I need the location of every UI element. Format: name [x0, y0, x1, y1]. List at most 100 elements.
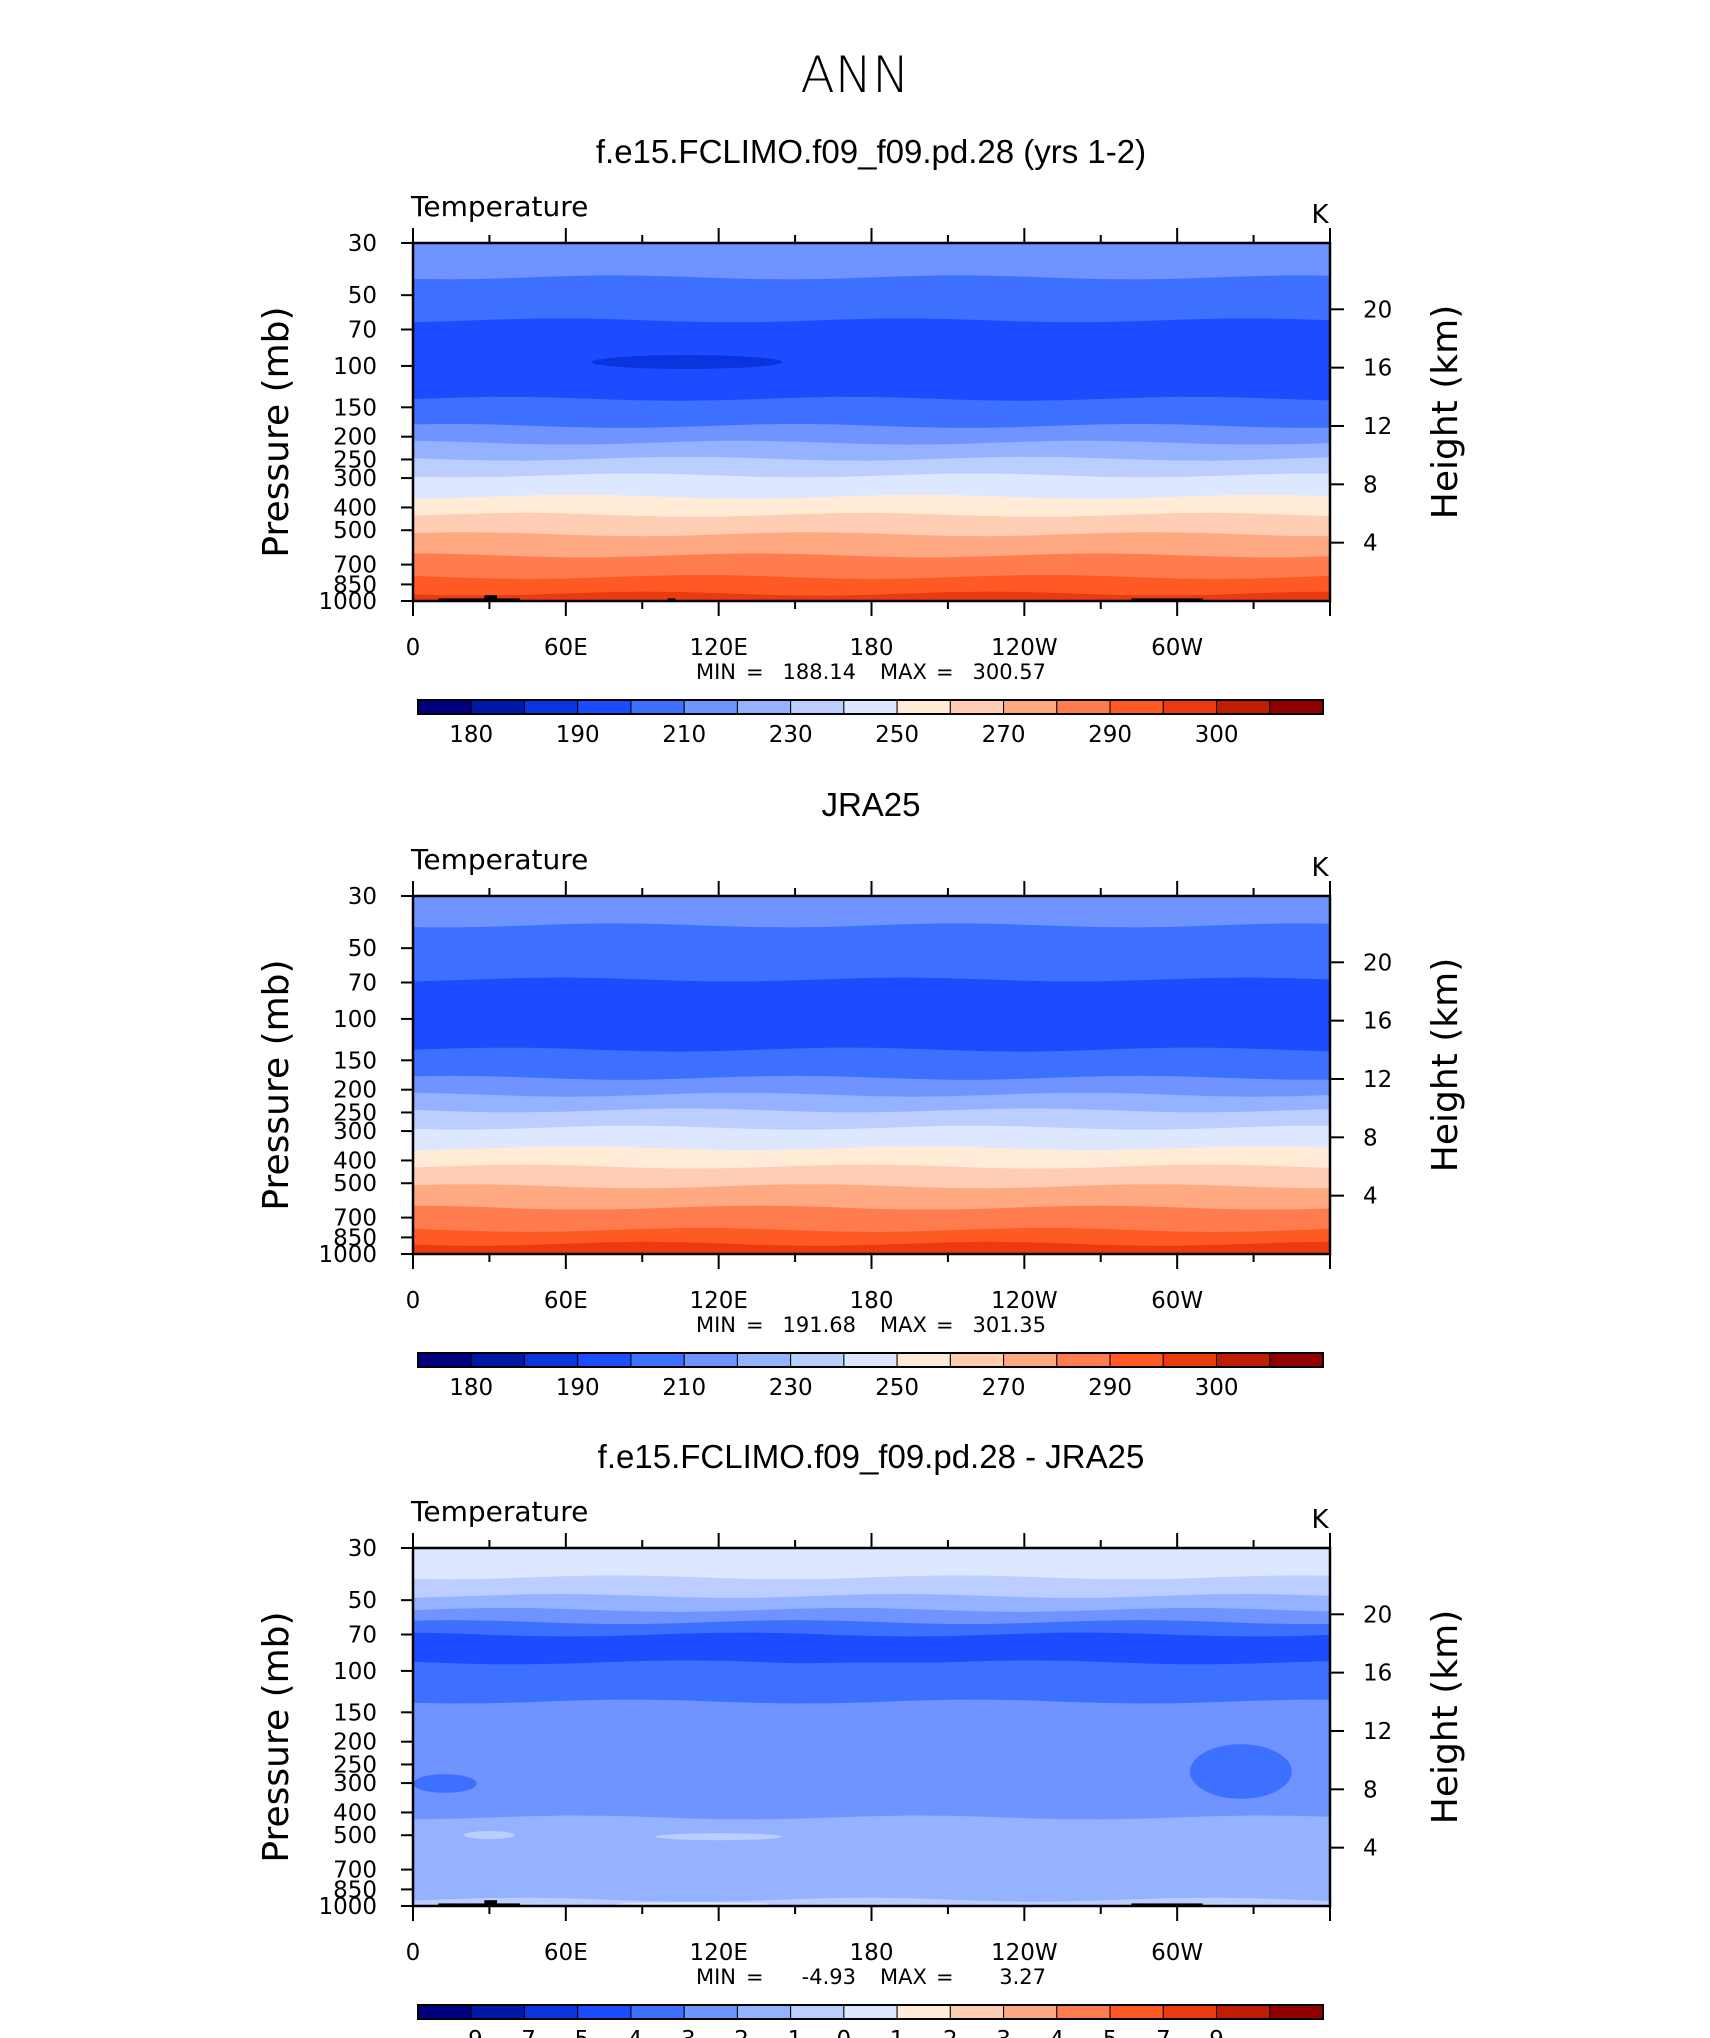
colorbar-box	[523, 2004, 579, 2020]
topography-mask	[438, 1903, 520, 1906]
x-tick-label: 120E	[689, 1940, 747, 1966]
contour-band	[413, 494, 1330, 518]
y-tick-label: 700	[333, 1206, 377, 1232]
y-tick-label: 250	[333, 1752, 377, 1778]
colorbar-box	[577, 2004, 632, 2020]
contour-band	[413, 1108, 1330, 1131]
stat-max-value: 300.57	[973, 660, 1046, 684]
contour-feature	[654, 1833, 783, 1841]
y2-tick-label: 20	[1363, 297, 1392, 323]
contour-band	[413, 1092, 1330, 1113]
stat-min-label: MIN	[696, 1965, 736, 1989]
colorbar-box	[843, 699, 898, 715]
y2-tick-label: 20	[1363, 950, 1392, 976]
colorbar-frame	[417, 699, 1324, 715]
y-tick-label: 400	[333, 1800, 377, 1826]
contour-band	[413, 456, 1330, 478]
y-tick-label: 700	[333, 553, 377, 579]
colorbar-box	[1216, 699, 1271, 715]
y-tick-label: 70	[348, 971, 377, 997]
colorbar-box	[1056, 2004, 1111, 2020]
contour-feature	[413, 1774, 477, 1793]
colorbar-box	[1003, 1352, 1058, 1368]
topography-mask	[667, 598, 676, 601]
colorbar-label: 210	[662, 1375, 706, 1401]
contour-band	[413, 1575, 1330, 1599]
contour-band	[413, 512, 1330, 537]
contour-band	[413, 318, 1330, 402]
colorbar-box	[417, 699, 472, 715]
y-axis-label: Pressure (mb)	[256, 959, 297, 1210]
stat-equals: =	[746, 660, 764, 684]
y-tick-label: 500	[333, 518, 377, 544]
y-tick-label: 1000	[318, 1894, 377, 1920]
colorbar-label: 180	[449, 722, 493, 748]
x-tick-label: 60E	[544, 635, 588, 661]
left-string: Temperature	[410, 843, 588, 876]
y2-axis-label: Height (km)	[1425, 958, 1466, 1172]
colorbar-box	[470, 2004, 525, 2020]
contour-feature	[540, 1662, 1280, 1700]
y-tick-label: 850	[333, 1877, 377, 1903]
colorbar-box	[577, 1352, 632, 1368]
colorbar-box	[843, 2004, 898, 2020]
x-tick-label: 120E	[689, 635, 747, 661]
contour-band	[413, 275, 1330, 323]
y-tick-label: 70	[348, 318, 377, 344]
y-tick-label: 200	[333, 1730, 377, 1756]
colorbar-label: -7	[513, 2027, 536, 2038]
colorbar-label: 7	[1156, 2027, 1171, 2038]
panel-title: f.e15.FCLIMO.f09_f09.pd.28 - JRA25	[598, 1438, 1145, 1475]
colorbar-box	[1109, 1352, 1164, 1368]
contour-band	[413, 1241, 1330, 1254]
colorbar-box	[523, 1352, 579, 1368]
stat-min-value: -4.93	[802, 1965, 856, 1989]
colorbar-label: -9	[460, 2027, 483, 2038]
right-string: K	[1311, 1505, 1329, 1535]
x-tick-label: 120W	[991, 1288, 1058, 1314]
colorbar-box	[1003, 2004, 1058, 2020]
contour-feature	[591, 355, 783, 369]
colorbar-box	[630, 2004, 685, 2020]
colorbar-label: 250	[875, 722, 919, 748]
contour-feature	[463, 1831, 515, 1840]
colorbar-box	[683, 1352, 738, 1368]
x-tick-label: 180	[850, 1940, 894, 1966]
colorbar-box	[1162, 1352, 1218, 1368]
colorbar-box	[790, 699, 845, 715]
y-tick-label: 30	[348, 231, 377, 257]
x-tick-label: 60E	[544, 1940, 588, 1966]
left-string: Temperature	[410, 1495, 588, 1528]
y2-tick-label: 12	[1363, 1067, 1392, 1093]
contour-band	[413, 1699, 1330, 1820]
colorbar-box	[1056, 1352, 1111, 1368]
colorbar-box	[790, 2004, 845, 2020]
colorbar-label: 180	[449, 1375, 493, 1401]
stat-equals: =	[746, 1313, 764, 1337]
colorbar-label: 230	[769, 722, 813, 748]
contour-band	[413, 977, 1330, 1053]
colorbar-box	[736, 1352, 792, 1368]
contour-band	[413, 1608, 1330, 1625]
y-tick-label: 400	[333, 1148, 377, 1174]
contour-field	[413, 243, 1330, 601]
contour-band	[413, 1815, 1330, 1903]
topography-mask	[1131, 598, 1203, 601]
colorbar-box	[1056, 699, 1111, 715]
stat-min-value: 188.14	[783, 660, 856, 684]
colorbar-box	[1216, 2004, 1271, 2020]
colorbar-box	[1109, 699, 1164, 715]
topography-mask	[484, 1900, 498, 1906]
y-axis-label: Pressure (mb)	[256, 306, 297, 557]
y-tick-label: 70	[348, 1623, 377, 1649]
colorbar-box	[1269, 699, 1324, 715]
x-tick-label: 60E	[544, 1288, 588, 1314]
x-tick-label: 120E	[689, 1288, 747, 1314]
y-tick-label: 700	[333, 1858, 377, 1884]
contour-band	[413, 1184, 1330, 1211]
x-tick-label: 60W	[1151, 1288, 1203, 1314]
colorbar-label: 290	[1088, 1375, 1132, 1401]
y-tick-label: 50	[348, 283, 377, 309]
contour-band	[413, 1632, 1330, 1665]
y-tick-label: 850	[333, 572, 377, 598]
